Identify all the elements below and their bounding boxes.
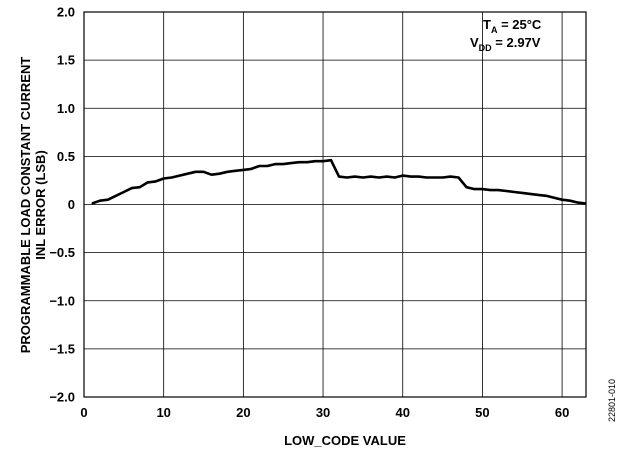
- x-tick-label: 10: [156, 405, 170, 420]
- y-tick-label: 2.0: [57, 5, 75, 20]
- x-tick-labels: 0 10 20 30 40 50 60: [80, 405, 569, 420]
- data-point: [481, 188, 484, 190]
- x-tick-label: 40: [395, 405, 409, 420]
- data-point: [194, 171, 197, 173]
- data-point: [107, 199, 109, 201]
- data-point: [123, 191, 125, 193]
- y-tick-label: −1.5: [49, 341, 75, 356]
- y-axis-title-line1: PROGRAMMABLE LOAD CONSTANT CURRENT: [18, 57, 33, 354]
- data-point: [314, 160, 316, 162]
- data-point: [131, 187, 133, 189]
- figure-id: 22801-010: [607, 379, 617, 422]
- y-tick-label: −2.0: [49, 390, 75, 405]
- data-point: [186, 173, 189, 175]
- y-tick-label: 1.5: [57, 53, 75, 68]
- data-point: [537, 194, 539, 196]
- data-point: [210, 174, 213, 176]
- data-point: [426, 176, 428, 179]
- y-tick-labels: 2.0 1.5 1.0 0.5 0 −0.5 −1.0 −1.5 −2.0: [49, 5, 75, 405]
- data-point: [218, 173, 221, 175]
- data-point: [330, 159, 332, 161]
- y-tick-label: 0: [68, 197, 75, 212]
- temperature-label: TA = 25°C: [483, 17, 542, 35]
- y-tick-label: 0.5: [57, 149, 75, 164]
- data-point: [441, 176, 444, 179]
- data-point: [306, 161, 308, 163]
- data-point: [338, 175, 340, 178]
- x-tick-label: 30: [316, 405, 330, 420]
- data-point: [585, 202, 587, 205]
- data-point: [489, 189, 491, 191]
- data-point: [569, 200, 571, 202]
- data-point: [354, 175, 356, 178]
- y-tick-label: −1.0: [49, 293, 75, 308]
- data-point: [497, 189, 499, 191]
- data-point: [386, 175, 388, 178]
- data-point: [139, 186, 141, 188]
- data-point: [465, 186, 468, 188]
- grid-lines: [83, 11, 586, 398]
- x-tick-label: 20: [236, 405, 250, 420]
- data-point: [410, 175, 412, 178]
- y-tick-label: −0.5: [49, 245, 75, 260]
- x-tick-label: 50: [475, 405, 489, 420]
- data-point: [434, 176, 436, 179]
- conditions-annotation: TA = 25°C VDD = 2.97V: [470, 17, 542, 53]
- supply-voltage-label: VDD = 2.97V: [470, 35, 541, 53]
- data-point: [545, 195, 547, 197]
- data-point: [234, 170, 236, 172]
- data-point: [99, 200, 101, 202]
- data-point: [282, 163, 284, 165]
- data-point: [577, 201, 579, 204]
- x-tick-label: 60: [555, 405, 569, 420]
- data-point: [290, 162, 292, 164]
- data-point: [529, 193, 531, 195]
- data-point: [258, 165, 260, 167]
- x-axis-title: LOW_CODE VALUE: [284, 433, 406, 448]
- data-point: [418, 175, 420, 178]
- data-point: [362, 176, 364, 179]
- data-point: [155, 180, 157, 182]
- data-point: [394, 176, 396, 179]
- inl-error-series-line: [91, 158, 587, 205]
- data-point: [322, 160, 324, 162]
- data-point: [346, 176, 348, 179]
- data-points: [91, 159, 587, 205]
- data-point: [505, 190, 507, 192]
- data-point: [449, 175, 452, 178]
- data-point: [242, 169, 244, 171]
- data-point: [378, 176, 380, 179]
- data-point: [370, 175, 372, 178]
- data-point: [521, 192, 523, 194]
- data-point: [298, 161, 300, 163]
- x-tick-label: 0: [80, 405, 87, 420]
- data-point: [91, 202, 93, 205]
- data-point: [513, 191, 515, 193]
- data-point: [266, 165, 268, 167]
- data-point: [473, 188, 476, 190]
- data-point: [171, 176, 173, 179]
- data-point: [553, 197, 555, 199]
- data-point: [226, 171, 229, 173]
- data-point: [147, 181, 149, 183]
- plot-frame: [83, 11, 587, 398]
- data-point: [179, 175, 181, 177]
- data-point: [115, 195, 117, 197]
- data-point: [402, 175, 404, 177]
- data-point: [163, 177, 165, 180]
- data-point: [250, 168, 252, 170]
- y-axis-title-line2: INL ERROR (LSB): [33, 150, 48, 260]
- data-point: [457, 176, 460, 179]
- data-point: [202, 171, 205, 173]
- data-point: [274, 163, 276, 165]
- y-tick-label: 1.0: [57, 101, 75, 116]
- data-point: [561, 199, 563, 201]
